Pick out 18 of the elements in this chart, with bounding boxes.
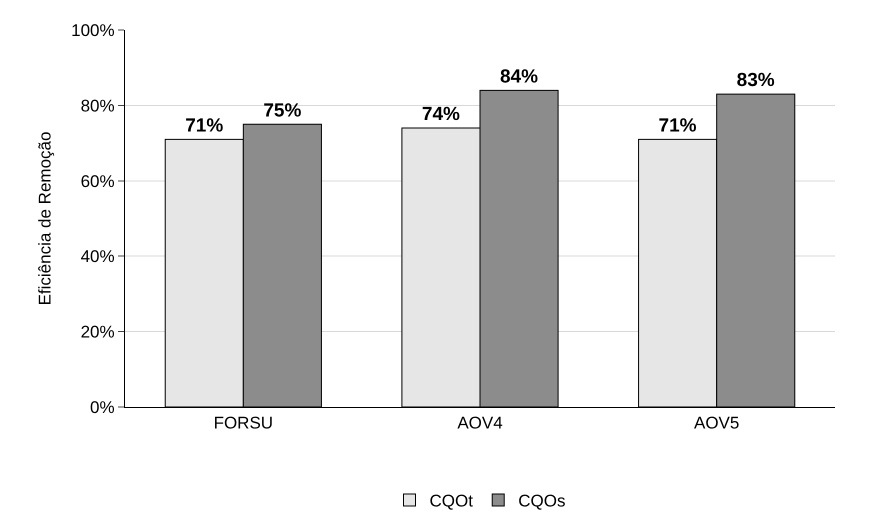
y-tick-label: 40% bbox=[80, 247, 115, 266]
data-label: 83% bbox=[736, 70, 775, 92]
data-label: 75% bbox=[263, 100, 302, 122]
legend-label: CQOs bbox=[518, 492, 566, 511]
y-tick-label: 20% bbox=[80, 322, 115, 342]
y-tick-label: 100% bbox=[71, 20, 115, 40]
legend-label: CQOt bbox=[430, 492, 474, 511]
data-label: 71% bbox=[658, 115, 697, 136]
data-label: 71% bbox=[185, 115, 224, 136]
y-axis-title: Eficiência de Remoção bbox=[36, 132, 55, 306]
y-tick-label: 80% bbox=[80, 96, 115, 116]
y-tick-label: 0% bbox=[90, 398, 115, 417]
x-tick-label: FORSU bbox=[214, 413, 274, 432]
y-tick-label: 60% bbox=[80, 172, 115, 191]
x-tick-label: AOV5 bbox=[694, 413, 740, 432]
data-label: 84% bbox=[500, 66, 538, 88]
data-label: 74% bbox=[422, 104, 460, 126]
x-tick-label: AOV4 bbox=[457, 413, 503, 432]
